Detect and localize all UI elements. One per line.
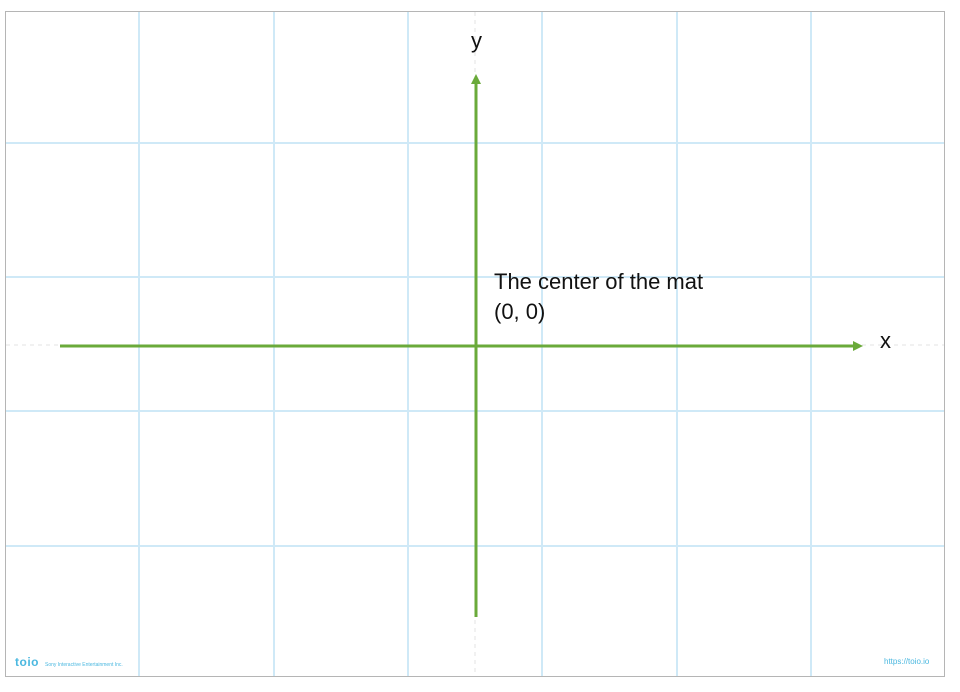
toio-logo: toio	[15, 655, 39, 669]
footer-url: https://toio.io	[884, 657, 930, 666]
center-note-title: The center of the mat	[494, 269, 704, 294]
footer-brand: toio Sony Interactive Entertainment Inc.	[15, 655, 123, 669]
center-note-coordinates: (0, 0)	[494, 299, 546, 324]
x-axis-label: x	[880, 328, 891, 353]
company-name: Sony Interactive Entertainment Inc.	[45, 662, 123, 668]
y-axis-label: y	[471, 28, 482, 53]
